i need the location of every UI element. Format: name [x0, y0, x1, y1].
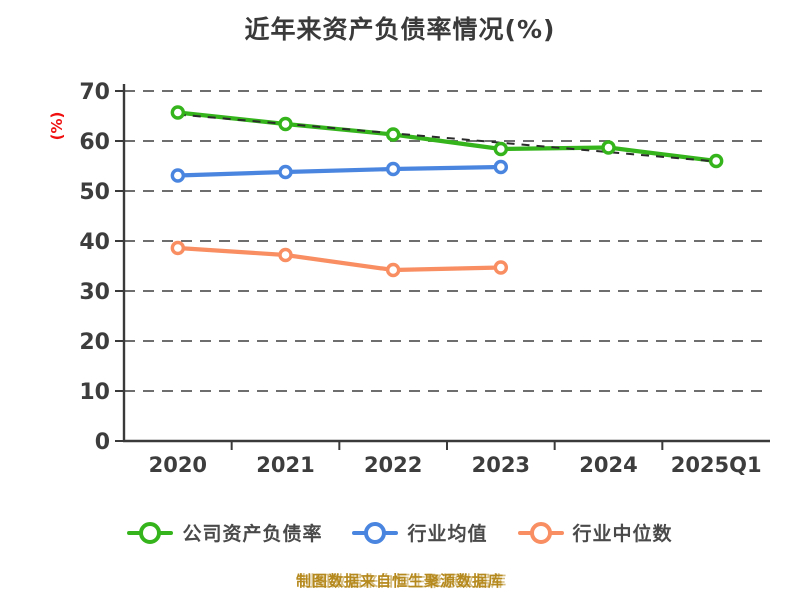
- trend-line: [177, 113, 717, 163]
- legend-label-industry-mean: 行业均值: [407, 523, 488, 545]
- x-tick-label: 2021: [256, 453, 314, 477]
- data-point-marker-s1-2020: [170, 168, 186, 183]
- chart-canvas: 0 10 20 30 40 50 60 70 2020 2021 2022 2023 2024 2025Q…: [79, 80, 770, 477]
- data-point-marker-s0-2020: [170, 105, 186, 120]
- y-tick-label: 60: [79, 130, 110, 155]
- y-tick-label: 0: [95, 430, 110, 455]
- data-point-marker-s2-2020: [170, 240, 186, 256]
- data-point-marker-s2-2021: [278, 247, 293, 263]
- x-tick-label: 2020: [149, 453, 207, 477]
- legend-item-industry-median: 行业中位数: [517, 519, 673, 546]
- legend-marker-blue-line-icon: [352, 521, 399, 545]
- legend-label-industry-median: 行业中位数: [572, 523, 673, 545]
- y-tick-label: 20: [79, 330, 110, 355]
- data-source-caption: 制图数据来自恒生聚源数据库: [295, 572, 504, 590]
- x-tick-label: 2025Q1: [671, 453, 762, 477]
- data-point-marker-s0-2023: [493, 141, 509, 157]
- y-tick-label: 50: [79, 180, 110, 205]
- legend-item-industry-mean: 行业均值: [352, 519, 487, 546]
- x-tick-label: 2024: [579, 453, 637, 477]
- data-point-marker-s1-2023: [493, 159, 509, 175]
- data-point-marker-s1-2022: [385, 161, 401, 177]
- chart-title: 近年来资产负债率情况(%): [244, 15, 556, 44]
- y-tick-label: 40: [79, 230, 110, 255]
- legend: 公司资产负债率 行业均值 行业中位数: [0, 519, 800, 546]
- legend-marker-orange-line-icon: [517, 521, 564, 545]
- series-line-2: [175, 245, 503, 273]
- data-point-marker-s0-2025Q1: [708, 153, 724, 169]
- data-point-marker-s2-2022: [385, 262, 401, 278]
- x-tick-label: 2023: [472, 453, 530, 477]
- legend-label-company-ratio: 公司资产负债率: [182, 523, 323, 545]
- y-tick-label: 70: [79, 80, 110, 105]
- y-tick-label: 10: [79, 380, 110, 405]
- y-tick-label: 30: [79, 280, 110, 305]
- legend-marker-green-line-icon: [127, 521, 174, 545]
- data-point-marker-s0-2024: [601, 140, 616, 155]
- data-point-marker-s0-2021: [278, 116, 293, 132]
- data-point-marker-s1-2021: [278, 164, 293, 180]
- legend-item-company-ratio: 公司资产负债率: [127, 519, 322, 546]
- x-tick-label: 2022: [364, 453, 422, 477]
- data-point-marker-s2-2023: [493, 260, 509, 275]
- series-line-0: [175, 110, 719, 164]
- series-line-1: [175, 164, 503, 178]
- data-point-marker-s0-2022: [385, 127, 401, 142]
